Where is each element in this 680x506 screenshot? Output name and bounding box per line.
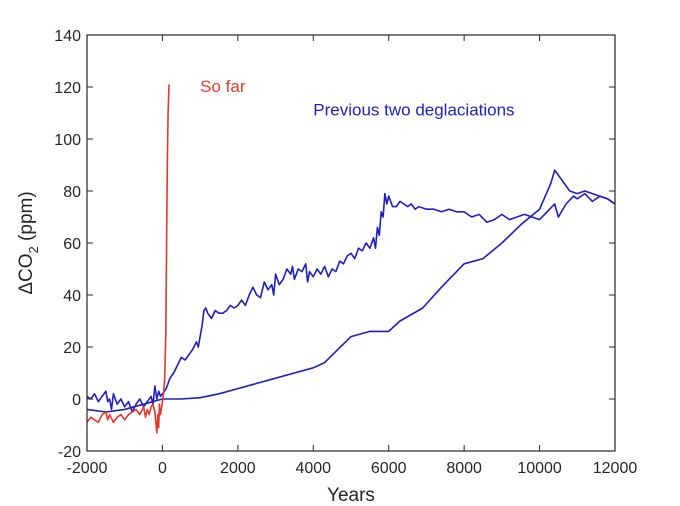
x-tick-label-7: 12000 xyxy=(593,460,638,477)
series-line-previous-b xyxy=(86,169,616,413)
x-tick-label-3: 4000 xyxy=(295,460,331,477)
annotation-so-far: So far xyxy=(200,77,246,96)
x-axis-title: Years xyxy=(327,485,375,506)
y-tick-label-7: 120 xyxy=(54,80,81,97)
axis-ticks xyxy=(86,34,616,452)
axis-tick-labels: -2000 0 2000 4000 6000 8000 10000 12000 -20 0 20 40… xyxy=(54,28,637,477)
y-axis-title-subscript: 2 xyxy=(26,246,41,253)
y-tick-label-5: 80 xyxy=(63,184,81,201)
x-tick-label-1: 0 xyxy=(158,460,167,477)
annotation-previous-deglaciations: Previous two deglaciations xyxy=(313,101,514,120)
y-axis-title: ΔCO2 (ppm) xyxy=(16,191,41,294)
y-tick-label-6: 100 xyxy=(54,132,81,149)
y-axis-title-main: ΔCO xyxy=(16,253,37,294)
y-tick-label-0: -20 xyxy=(58,444,81,461)
x-tick-label-2: 2000 xyxy=(220,460,256,477)
y-tick-label-8: 140 xyxy=(54,28,81,45)
y-axis-title-unit: (ppm) xyxy=(16,191,37,246)
y-tick-label-2: 20 xyxy=(63,340,81,357)
x-tick-label-6: 10000 xyxy=(517,460,562,477)
y-tick-label-4: 60 xyxy=(63,236,81,253)
x-tick-label-0: -2000 xyxy=(67,460,108,477)
plot-lines xyxy=(86,84,616,434)
x-tick-label-4: 6000 xyxy=(371,460,407,477)
series-line-so-far xyxy=(86,84,170,434)
y-tick-label-3: 40 xyxy=(63,288,81,305)
series-line-previous-a xyxy=(86,192,616,413)
y-tick-label-1: 0 xyxy=(72,392,81,409)
x-tick-label-5: 8000 xyxy=(446,460,482,477)
